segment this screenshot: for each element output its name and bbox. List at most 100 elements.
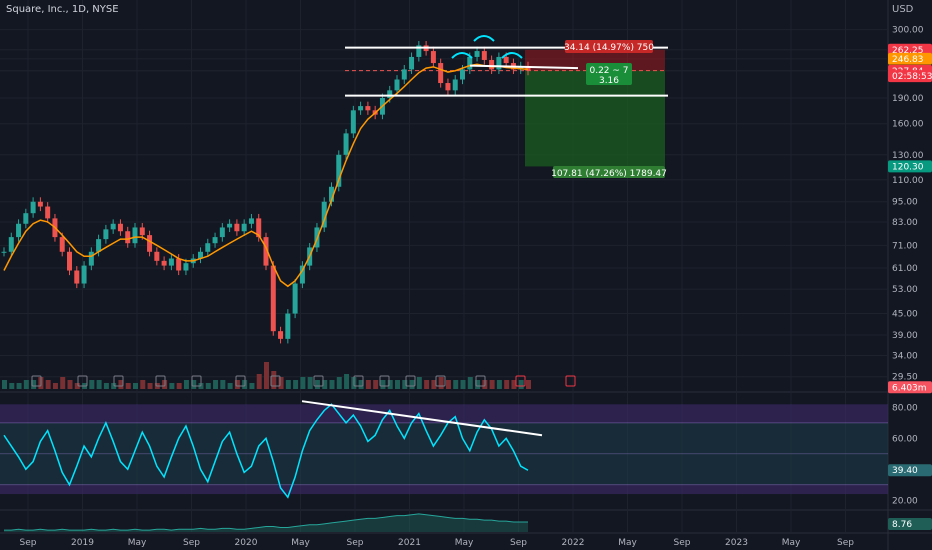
rsi-tag-box	[888, 464, 932, 477]
price-tick-label: 45.00	[892, 310, 918, 320]
volume-bar	[191, 380, 197, 389]
volume-bar	[220, 380, 226, 389]
candle-body	[299, 265, 305, 284]
volume-bar	[453, 380, 459, 389]
price-tag-box	[888, 43, 932, 56]
candle-body	[409, 56, 415, 70]
oscillator-tag-label: 8.76	[892, 520, 912, 530]
rsi-tick-label: 80.00	[892, 403, 918, 413]
pattern-arc	[451, 52, 473, 59]
price-tick-label: 34.00	[892, 352, 918, 362]
symbol-title[interactable]: Square, Inc., 1D, NYSE	[6, 4, 119, 15]
volume-bar	[336, 377, 342, 389]
candle-body	[139, 227, 145, 236]
volume-bar	[424, 380, 430, 389]
price-tag-box	[888, 381, 932, 394]
rsi-overbought-zone	[0, 404, 888, 423]
candle-body	[358, 106, 364, 111]
price-tick-label: 95.00	[892, 198, 918, 208]
volume-bar	[67, 380, 73, 389]
candle-body	[518, 66, 524, 70]
volume-bar	[118, 380, 124, 389]
volume-bar	[169, 383, 175, 389]
candle-body	[154, 251, 160, 261]
rsi-line	[3, 403, 529, 499]
candle-body	[365, 106, 371, 111]
candle-body	[329, 186, 334, 202]
price-tick-label: 61.00	[892, 264, 918, 274]
volume-bar	[234, 380, 240, 389]
volume-bar	[140, 380, 146, 389]
candle-body	[263, 237, 269, 266]
volume-bar	[125, 383, 131, 389]
candle-body	[241, 223, 247, 232]
volume-bar	[344, 374, 350, 389]
rsi-tag-label: 39.40	[892, 466, 918, 476]
candle-body	[285, 313, 291, 339]
volume-bar	[518, 380, 524, 389]
candle-body	[147, 235, 153, 252]
candle-body	[23, 213, 29, 224]
candle-body	[503, 56, 509, 64]
volume-bar	[227, 383, 233, 389]
volume-bar	[314, 380, 320, 389]
ratio-label-box	[586, 63, 632, 85]
candle-body	[1, 251, 7, 253]
take-profit-zone	[525, 70, 665, 167]
neckline	[469, 64, 579, 70]
price-tick-label: 39.00	[892, 331, 918, 341]
candle-body	[430, 51, 436, 64]
volume-bar	[380, 380, 386, 389]
candle-body	[460, 69, 465, 80]
price-tick-label: 300.00	[892, 26, 924, 36]
volume-bar	[358, 380, 364, 389]
candle-body	[234, 223, 240, 232]
volume-bar	[52, 383, 58, 389]
earnings-marker	[379, 375, 390, 387]
candle-body	[474, 51, 480, 57]
volume-bar	[74, 383, 80, 389]
price-tag-label: 120.30	[892, 162, 924, 172]
price-tag-box	[888, 52, 932, 65]
currency-label: USD	[892, 4, 914, 15]
volume-bar	[438, 377, 444, 389]
time-axis-label: 2023	[725, 538, 748, 548]
time-axis-label: 2019	[71, 538, 94, 548]
candle-body	[16, 223, 22, 238]
time-axis-label: Sep	[510, 538, 527, 548]
candle-body	[248, 218, 254, 224]
candle-body	[350, 110, 356, 134]
candle-body	[176, 258, 182, 271]
moving-average-line	[3, 63, 529, 288]
candle-body	[445, 83, 451, 91]
candle-body	[343, 133, 349, 155]
candle-body	[88, 251, 94, 266]
candle-body	[227, 223, 233, 228]
target-label: 107.81 (47.26%) 1789.47	[551, 169, 667, 179]
price-tag-label: 02:58:53	[892, 72, 932, 82]
ratio-label-2: 3.16	[599, 76, 619, 86]
candle-body	[496, 56, 502, 70]
candle-body	[467, 56, 473, 70]
candle-body	[438, 63, 444, 84]
volume-bar	[96, 380, 102, 389]
candle-body	[161, 260, 167, 266]
volume-bar	[322, 380, 328, 389]
oscillator-tag-box	[888, 518, 932, 530]
price-tick-label: 71.00	[892, 241, 918, 251]
candle-body	[8, 237, 14, 252]
earnings-marker	[475, 375, 486, 387]
volume-bar	[133, 383, 138, 389]
volume-bar	[23, 380, 29, 389]
price-tag-label: 246.83	[892, 55, 924, 65]
volume-bar	[504, 380, 510, 389]
volume-bar	[249, 383, 255, 389]
candle-body	[525, 66, 531, 71]
candle-body	[212, 237, 218, 244]
price-tick-label: 29.50	[892, 373, 918, 383]
volume-bar	[300, 377, 306, 389]
volume-bar	[271, 371, 277, 389]
time-axis-label: 2020	[235, 538, 258, 548]
volume-bar	[2, 380, 7, 389]
